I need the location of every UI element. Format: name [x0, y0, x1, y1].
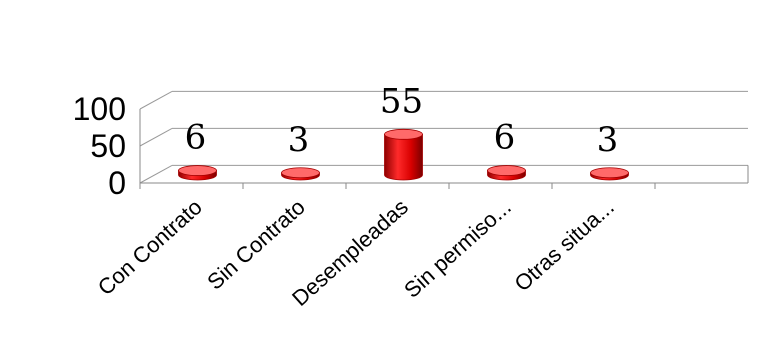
- data-label: 55: [380, 81, 423, 121]
- axes: [139, 109, 749, 189]
- bar: [178, 165, 217, 181]
- bar: [487, 165, 526, 181]
- bar: [384, 128, 423, 181]
- gridline-connector: [139, 90, 173, 110]
- bar-top: [281, 167, 320, 179]
- data-label: 3: [597, 120, 619, 160]
- y-tick-label: 100: [73, 91, 126, 127]
- y-tick-label: 0: [108, 165, 126, 201]
- gridlines: [139, 90, 748, 184]
- category-label: Sin permiso...: [399, 194, 516, 303]
- bar: [281, 167, 320, 181]
- gridline-connector: [139, 164, 173, 184]
- category-label: Con Contrato: [93, 194, 207, 300]
- category-label: Otras situa...: [509, 194, 618, 296]
- bar-top: [178, 165, 217, 176]
- bar-top: [384, 128, 423, 140]
- data-labels: 6 3 55 6 3: [185, 81, 619, 159]
- data-label: 6: [494, 118, 516, 158]
- bars: [178, 128, 629, 181]
- bar-top: [487, 165, 526, 176]
- data-label: 6: [185, 118, 207, 158]
- bar-body: [384, 133, 423, 181]
- y-tick-label: 50: [90, 128, 126, 164]
- gridline-connector: [139, 127, 173, 147]
- bar: [590, 167, 629, 181]
- bar-top: [590, 167, 629, 179]
- data-label: 3: [288, 120, 310, 160]
- category-label: Sin Contrato: [202, 194, 310, 294]
